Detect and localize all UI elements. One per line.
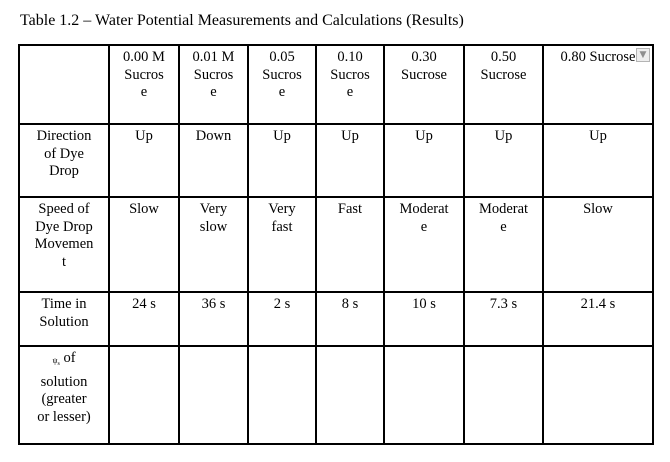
results-table: 0.00 M Sucros e 0.01 M Sucros e 0.05 Suc… [18, 44, 654, 445]
header-cell-005: 0.05 Sucros e [247, 44, 317, 125]
row-water-potential: ψs of solution (greater or lesser) [18, 345, 654, 445]
speed-cell: Fast [315, 196, 385, 293]
psi-answer-cell[interactable] [178, 345, 249, 445]
row-label-speed: Speed of Dye Drop Movemen t [18, 196, 110, 293]
direction-cell: Up [108, 123, 180, 198]
speed-cell: Moderat e [463, 196, 544, 293]
direction-cell: Up [315, 123, 385, 198]
time-cell: 7.3 s [463, 291, 544, 347]
scroll-button[interactable]: ▼ [636, 48, 650, 62]
psi-symbol: ψs [52, 356, 60, 367]
row-label-water-potential: ψs of solution (greater or lesser) [18, 345, 110, 445]
direction-cell: Up [542, 123, 654, 198]
direction-cell: Up [463, 123, 544, 198]
direction-cell: Up [247, 123, 317, 198]
row-label-time: Time in Solution [18, 291, 110, 347]
time-cell: 10 s [383, 291, 465, 347]
time-cell: 24 s [108, 291, 180, 347]
header-row: 0.00 M Sucros e 0.01 M Sucros e 0.05 Suc… [18, 44, 654, 125]
triangle-down-icon: ▼ [639, 49, 647, 60]
row-time: Time in Solution 24 s 36 s 2 s 8 s 10 s … [18, 291, 654, 347]
psi-answer-cell[interactable] [315, 345, 385, 445]
row-label-direction: Direction of Dye Drop [18, 123, 110, 198]
time-cell: 2 s [247, 291, 317, 347]
time-cell: 21.4 s [542, 291, 654, 347]
header-cell-080: 0.80 Sucrose [542, 44, 654, 125]
psi-answer-cell[interactable] [383, 345, 465, 445]
psi-answer-cell[interactable] [108, 345, 180, 445]
time-cell: 8 s [315, 291, 385, 347]
header-cell-010: 0.10 Sucros e [315, 44, 385, 125]
psi-answer-cell[interactable] [247, 345, 317, 445]
psi-label-text: of solution (greater or lesser) [37, 350, 91, 425]
psi-answer-cell[interactable] [463, 345, 544, 445]
row-direction: Direction of Dye Drop Up Down Up Up Up U… [18, 123, 654, 198]
direction-cell: Up [383, 123, 465, 198]
header-cell-050: 0.50 Sucrose [463, 44, 544, 125]
header-cell-empty [18, 44, 110, 125]
header-cell-001m: 0.01 M Sucros e [178, 44, 249, 125]
header-cell-030: 0.30 Sucrose [383, 44, 465, 125]
speed-cell: Slow [108, 196, 180, 293]
direction-cell: Down [178, 123, 249, 198]
speed-cell: Moderat e [383, 196, 465, 293]
time-cell: 36 s [178, 291, 249, 347]
row-speed: Speed of Dye Drop Movemen t Slow Very sl… [18, 196, 654, 293]
speed-cell: Very slow [178, 196, 249, 293]
table-title: Table 1.2 – Water Potential Measurements… [20, 12, 464, 29]
header-cell-000m: 0.00 M Sucros e [108, 44, 180, 125]
speed-cell: Very fast [247, 196, 317, 293]
psi-answer-cell[interactable] [542, 345, 654, 445]
speed-cell: Slow [542, 196, 654, 293]
